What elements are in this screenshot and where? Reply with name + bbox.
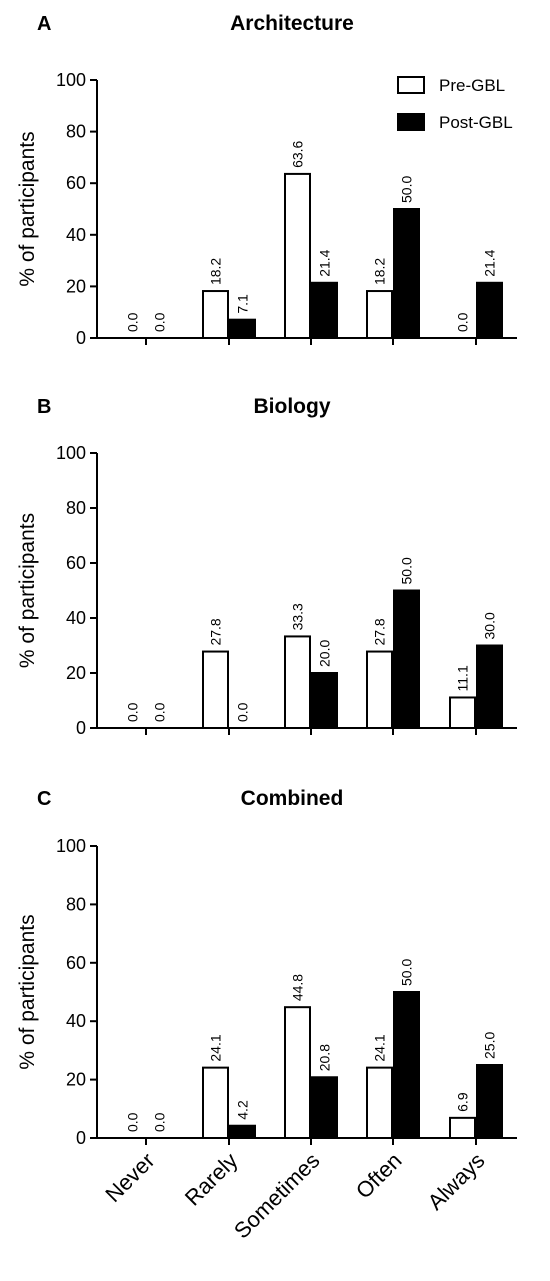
panel-b-bar-pre-sometimes [284, 635, 311, 729]
panel-a-bar-post-always [476, 281, 503, 339]
panel-b-data-label-pre-never: 0.0 [125, 702, 141, 722]
panel-b-bar-pre-often [366, 650, 393, 729]
panel-c-data-label-pre-always: 6.9 [455, 1092, 471, 1112]
panel-b-data-label-post-rarely: 0.0 [235, 702, 251, 722]
panel-a-data-label-pre-never: 0.0 [125, 312, 141, 332]
panel-a-y-tick-label: 60 [66, 173, 86, 193]
panel-c-data-label-post-always: 25.0 [482, 1032, 498, 1059]
panel-a-y-tick-label: 0 [76, 328, 86, 348]
panel-a-bar-pre-often [366, 290, 393, 340]
panel-a-bar-post-sometimes [311, 281, 338, 339]
panel-b-data-label-pre-rarely: 27.8 [208, 618, 224, 645]
legend-swatch-post [397, 113, 425, 131]
panel-a-letter: A [37, 13, 51, 35]
panel-a-data-label-post-always: 21.4 [482, 249, 498, 276]
panel-a-data-label-post-never: 0.0 [152, 312, 168, 332]
panel-c-data-label-post-often: 50.0 [399, 959, 415, 986]
panel-c-data-label-post-never: 0.0 [152, 1112, 168, 1132]
panel-a-y-tick-label: 80 [66, 122, 86, 142]
panel-a-bar-pre-sometimes [284, 172, 311, 339]
panel-b-data-label-pre-often: 27.8 [372, 618, 388, 645]
panel-c-bar-post-sometimes [311, 1076, 338, 1140]
panel-a-y-axis-label: % of participants [16, 131, 39, 286]
panel-a-data-label-pre-rarely: 18.2 [208, 258, 224, 285]
panel-c-y-tick-label: 40 [66, 1011, 86, 1031]
panel-c-y-tick-label: 60 [66, 953, 86, 973]
panel-b-y-tick-label: 80 [66, 498, 86, 518]
panel-a-y-tick-label: 100 [56, 70, 86, 90]
panel-b-title: Biology [254, 395, 331, 418]
panel-b-data-label-post-always: 30.0 [482, 612, 498, 639]
panel-b-y-tick-label: 0 [76, 718, 86, 738]
panel-b-bar-post-always [476, 644, 503, 729]
panel-b-data-label-post-never: 0.0 [152, 702, 168, 722]
panel-c-y-tick-label: 0 [76, 1128, 86, 1148]
panel-b-data-label-pre-sometimes: 33.3 [290, 603, 306, 630]
panel-b-data-label-post-sometimes: 20.0 [317, 640, 333, 667]
panel-c-bar-post-always [476, 1064, 503, 1139]
panel-b-bar-post-sometimes [311, 672, 338, 729]
panel-b-bar-post-often [393, 589, 420, 729]
panel-c-data-label-pre-never: 0.0 [125, 1112, 141, 1132]
panel-b-y-tick-label: 100 [56, 443, 86, 463]
category-label-often: Often [351, 1148, 407, 1204]
panel-c-data-label-post-rarely: 4.2 [235, 1100, 251, 1120]
panel-b-letter: B [37, 396, 51, 418]
panel-c-bar-pre-sometimes [284, 1006, 311, 1140]
category-label-never: Never [100, 1148, 159, 1207]
panel-b-bar-pre-always [449, 696, 476, 729]
panel-b-y-axis-label: % of participants [16, 513, 39, 668]
legend-label-pre: Pre-GBL [439, 76, 505, 95]
panel-c-data-label-post-sometimes: 20.8 [317, 1044, 333, 1071]
panel-a-bar-post-rarely [229, 318, 256, 340]
legend-swatch-pre [397, 76, 425, 94]
panel-b-bar-pre-rarely [202, 650, 229, 729]
panel-b-data-label-post-often: 50.0 [399, 557, 415, 584]
panel-c-bar-pre-often [366, 1066, 393, 1140]
panel-b-y-tick-label: 40 [66, 608, 86, 628]
panel-a-data-label-pre-always: 0.0 [455, 312, 471, 332]
panel-c-bar-post-often [393, 991, 420, 1139]
panel-b-y-tick-label: 60 [66, 553, 86, 573]
panel-c-y-tick-label: 80 [66, 894, 86, 914]
panel-c-data-label-pre-sometimes: 44.8 [290, 974, 306, 1001]
panel-a-bar-pre-rarely [202, 290, 229, 340]
panel-a-y-tick-label: 20 [66, 276, 86, 296]
panel-c-y-tick-label: 20 [66, 1070, 86, 1090]
panel-a-data-label-post-often: 50.0 [399, 176, 415, 203]
panel-a-y-tick-label: 40 [66, 225, 86, 245]
category-label-always: Always [423, 1148, 490, 1215]
panel-c-bar-pre-rarely [202, 1066, 229, 1140]
panel-c-bar-pre-always [449, 1116, 476, 1140]
panel-c-bar-post-rarely [229, 1124, 256, 1139]
panel-c-y-tick-label: 100 [56, 836, 86, 856]
panel-a-data-label-pre-often: 18.2 [372, 258, 388, 285]
panel-a-title: Architecture [230, 12, 354, 35]
panel-c-data-label-pre-often: 24.1 [372, 1034, 388, 1061]
category-label-rarely: Rarely [180, 1148, 243, 1211]
legend-label-post: Post-GBL [439, 113, 513, 132]
panel-b-y-tick-label: 20 [66, 663, 86, 683]
panel-c-y-axis-label: % of participants [16, 914, 39, 1069]
panel-b-data-label-pre-always: 11.1 [455, 665, 471, 691]
panel-a-data-label-pre-sometimes: 63.6 [290, 140, 306, 167]
panel-a-data-label-post-sometimes: 21.4 [317, 249, 333, 276]
panel-c-title: Combined [241, 787, 344, 810]
category-label-sometimes: Sometimes [229, 1148, 324, 1243]
panel-c-letter: C [37, 788, 51, 810]
panel-a-data-label-post-rarely: 7.1 [235, 294, 251, 314]
panel-a-bar-post-often [393, 208, 420, 339]
panel-c-data-label-pre-rarely: 24.1 [208, 1034, 224, 1061]
